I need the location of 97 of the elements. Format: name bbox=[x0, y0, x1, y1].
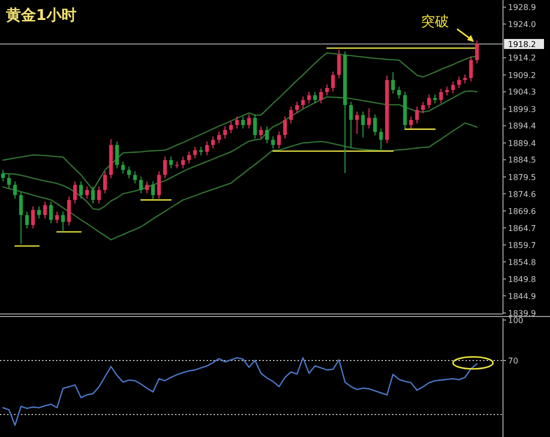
candlestick bbox=[259, 126, 263, 139]
candlestick bbox=[217, 131, 221, 144]
candlestick bbox=[49, 201, 53, 224]
candlestick bbox=[163, 156, 167, 179]
candlestick bbox=[295, 101, 299, 114]
candlestick bbox=[19, 191, 23, 244]
candlestick bbox=[211, 136, 215, 149]
y-tick-label: 1924.0 bbox=[508, 20, 536, 30]
candlestick bbox=[91, 186, 95, 204]
candlestick bbox=[73, 180, 77, 204]
candlestick bbox=[145, 180, 149, 194]
y-tick-label: 1854.8 bbox=[508, 258, 536, 267]
candlestick bbox=[115, 141, 119, 169]
y-tick-label: 1874.6 bbox=[508, 190, 536, 199]
candlestick bbox=[235, 116, 239, 129]
candlestick bbox=[43, 201, 47, 219]
candlestick bbox=[97, 186, 101, 204]
candlestick bbox=[67, 196, 71, 226]
y-tick-label: 1869.6 bbox=[508, 206, 536, 216]
candlestick bbox=[133, 170, 137, 184]
line-series bbox=[2, 122, 478, 240]
candlestick bbox=[79, 180, 83, 200]
candlestick bbox=[265, 126, 269, 144]
candlestick bbox=[313, 91, 317, 104]
candlestick bbox=[379, 128, 383, 150]
y-tick-label: 1904.3 bbox=[508, 88, 536, 97]
candlestick bbox=[253, 114, 257, 139]
candlestick bbox=[25, 211, 29, 229]
candlestick bbox=[373, 114, 377, 136]
candlestick bbox=[271, 136, 275, 149]
y-tick-label: 1889.4 bbox=[508, 138, 536, 148]
y-tick-label: 70 bbox=[508, 356, 518, 366]
candlestick bbox=[355, 111, 359, 134]
candlestick bbox=[391, 72, 395, 94]
line-series bbox=[2, 90, 478, 210]
candlestick bbox=[277, 131, 281, 149]
candlestick bbox=[397, 86, 401, 100]
line-series bbox=[2, 357, 478, 426]
candlestick bbox=[37, 206, 41, 219]
y-tick-label: 1879.5 bbox=[508, 172, 536, 182]
candlestick bbox=[475, 40, 479, 64]
candlestick bbox=[301, 96, 305, 110]
candlestick bbox=[229, 121, 233, 134]
candlestick bbox=[469, 56, 473, 82]
candlestick bbox=[307, 91, 311, 104]
y-tick-label: 1914.2 bbox=[508, 54, 536, 63]
chart-title: 黄金1小时 bbox=[5, 6, 76, 24]
candlestick bbox=[181, 156, 185, 169]
candlestick bbox=[361, 111, 365, 138]
candlestick bbox=[421, 101, 425, 114]
y-tick-label: 100 bbox=[508, 316, 524, 326]
candlestick bbox=[241, 116, 245, 129]
candlestick bbox=[127, 166, 131, 179]
candlestick bbox=[331, 70, 335, 92]
y-tick-label: 1859.7 bbox=[508, 240, 536, 250]
y-tick-label: 1849.8 bbox=[508, 274, 536, 284]
candlestick bbox=[121, 160, 125, 174]
candlestick bbox=[439, 88, 443, 104]
candlestick bbox=[139, 176, 143, 194]
candlestick bbox=[283, 116, 287, 139]
candlestick bbox=[193, 146, 197, 159]
y-tick-label: 1909.2 bbox=[508, 70, 536, 80]
candlestick bbox=[157, 170, 161, 200]
candlestick bbox=[31, 206, 35, 229]
candlestick bbox=[13, 180, 17, 200]
candlestick bbox=[325, 84, 329, 96]
candlestick bbox=[367, 108, 371, 129]
candlestick bbox=[457, 76, 461, 89]
candlestick bbox=[187, 151, 191, 164]
annotation: 突破 bbox=[421, 14, 449, 30]
y-tick-label: 1864.7 bbox=[508, 224, 536, 233]
candlestick bbox=[409, 116, 413, 129]
candlestick bbox=[415, 106, 419, 124]
candlestick bbox=[289, 106, 293, 124]
candlestick bbox=[319, 88, 323, 104]
candlestick bbox=[55, 211, 59, 224]
candlestick bbox=[151, 180, 155, 200]
candlestick bbox=[61, 211, 65, 232]
candlestick bbox=[7, 174, 11, 189]
y-tick-label: 1844.9 bbox=[508, 292, 536, 301]
candlestick bbox=[223, 126, 227, 139]
candlestick bbox=[349, 101, 353, 148]
y-tick-label: 1894.4 bbox=[508, 122, 536, 131]
y-tick-label: 1899.3 bbox=[508, 104, 536, 114]
candlestick bbox=[85, 186, 89, 200]
candlestick bbox=[169, 156, 173, 169]
candlestick bbox=[247, 114, 251, 129]
candlestick bbox=[337, 49, 341, 79]
y-tick-label: 1884.5 bbox=[508, 156, 536, 165]
y-tick-label: 1928.9 bbox=[508, 3, 536, 12]
candlestick bbox=[103, 170, 107, 194]
candlestick bbox=[205, 141, 209, 156]
ref-line-label: 1918.2 bbox=[508, 40, 536, 49]
candlestick bbox=[451, 80, 455, 94]
candlestick bbox=[427, 94, 431, 110]
y-tick-label: 1839.9 bbox=[508, 308, 536, 318]
candlestick bbox=[1, 170, 5, 182]
